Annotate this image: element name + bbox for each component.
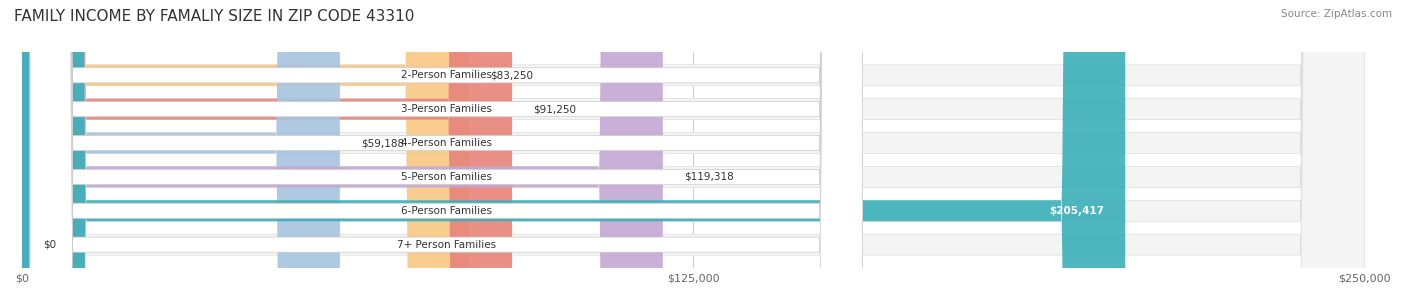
FancyBboxPatch shape (22, 0, 1365, 305)
FancyBboxPatch shape (22, 0, 1365, 305)
Text: FAMILY INCOME BY FAMALIY SIZE IN ZIP CODE 43310: FAMILY INCOME BY FAMALIY SIZE IN ZIP COD… (14, 9, 415, 24)
Text: $91,250: $91,250 (533, 104, 576, 114)
FancyBboxPatch shape (22, 0, 1365, 305)
Text: $59,188: $59,188 (361, 138, 405, 148)
Text: 5-Person Families: 5-Person Families (401, 172, 492, 182)
Text: 3-Person Families: 3-Person Families (401, 104, 492, 114)
Text: $119,318: $119,318 (685, 172, 734, 182)
FancyBboxPatch shape (30, 0, 862, 305)
Text: $205,417: $205,417 (1049, 206, 1104, 216)
FancyBboxPatch shape (30, 0, 862, 305)
Text: $0: $0 (44, 240, 56, 249)
FancyBboxPatch shape (22, 0, 340, 305)
FancyBboxPatch shape (22, 0, 662, 305)
FancyBboxPatch shape (22, 0, 1365, 305)
FancyBboxPatch shape (22, 0, 1125, 305)
Text: $83,250: $83,250 (491, 70, 534, 80)
FancyBboxPatch shape (22, 0, 1365, 305)
Text: Source: ZipAtlas.com: Source: ZipAtlas.com (1281, 9, 1392, 19)
FancyBboxPatch shape (22, 0, 512, 305)
Text: 6-Person Families: 6-Person Families (401, 206, 492, 216)
FancyBboxPatch shape (30, 0, 862, 305)
FancyBboxPatch shape (30, 0, 862, 305)
FancyBboxPatch shape (30, 0, 862, 305)
Text: 4-Person Families: 4-Person Families (401, 138, 492, 148)
Text: 7+ Person Families: 7+ Person Families (396, 240, 496, 249)
Text: 2-Person Families: 2-Person Families (401, 70, 492, 80)
FancyBboxPatch shape (22, 0, 1365, 305)
FancyBboxPatch shape (22, 0, 470, 305)
FancyBboxPatch shape (30, 0, 862, 305)
